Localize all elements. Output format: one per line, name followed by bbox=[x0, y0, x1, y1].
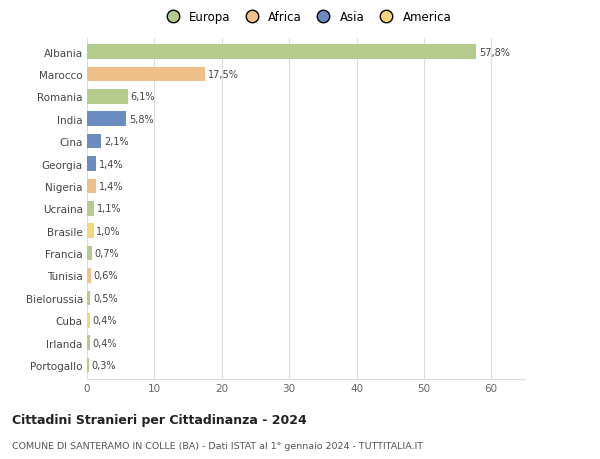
Bar bbox=[87, 358, 89, 373]
Bar bbox=[87, 45, 476, 60]
Text: 1,1%: 1,1% bbox=[97, 204, 122, 214]
Text: 0,4%: 0,4% bbox=[92, 338, 117, 348]
Text: 1,0%: 1,0% bbox=[97, 226, 121, 236]
Text: 6,1%: 6,1% bbox=[131, 92, 155, 102]
Bar bbox=[87, 224, 94, 239]
Bar bbox=[87, 202, 94, 216]
Bar bbox=[87, 67, 205, 82]
Bar bbox=[87, 269, 91, 283]
Text: 5,8%: 5,8% bbox=[129, 114, 154, 124]
Bar bbox=[87, 134, 101, 149]
Text: 0,7%: 0,7% bbox=[94, 248, 119, 258]
Text: 2,1%: 2,1% bbox=[104, 137, 128, 147]
Bar bbox=[87, 112, 126, 127]
Bar bbox=[87, 313, 89, 328]
Bar bbox=[87, 179, 97, 194]
Text: Cittadini Stranieri per Cittadinanza - 2024: Cittadini Stranieri per Cittadinanza - 2… bbox=[12, 413, 307, 426]
Text: COMUNE DI SANTERAMO IN COLLE (BA) - Dati ISTAT al 1° gennaio 2024 - TUTTITALIA.I: COMUNE DI SANTERAMO IN COLLE (BA) - Dati… bbox=[12, 441, 423, 450]
Bar bbox=[87, 246, 92, 261]
Text: 1,4%: 1,4% bbox=[99, 159, 124, 169]
Text: 0,4%: 0,4% bbox=[92, 316, 117, 325]
Text: 0,6%: 0,6% bbox=[94, 271, 118, 281]
Text: 0,5%: 0,5% bbox=[93, 293, 118, 303]
Bar bbox=[87, 90, 128, 104]
Bar bbox=[87, 291, 91, 306]
Bar bbox=[87, 336, 89, 350]
Text: 1,4%: 1,4% bbox=[99, 181, 124, 191]
Text: 17,5%: 17,5% bbox=[208, 70, 238, 80]
Text: 57,8%: 57,8% bbox=[479, 47, 510, 57]
Bar bbox=[87, 157, 97, 171]
Legend: Europa, Africa, Asia, America: Europa, Africa, Asia, America bbox=[158, 9, 454, 26]
Text: 0,3%: 0,3% bbox=[92, 360, 116, 370]
